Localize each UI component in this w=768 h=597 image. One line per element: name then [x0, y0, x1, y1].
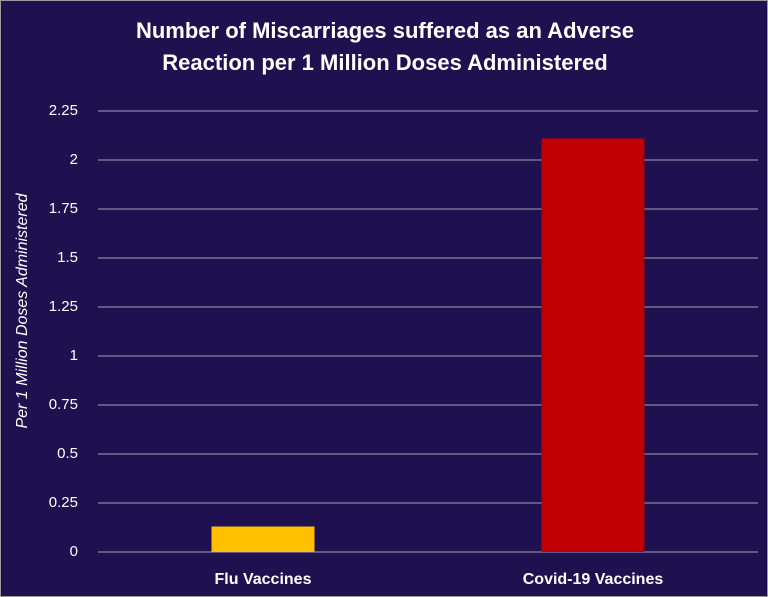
- y-tick-label: 1.25: [49, 298, 78, 315]
- y-tick-label: 2: [70, 151, 78, 168]
- x-tick-label: Covid-19 Vaccines: [523, 571, 664, 588]
- y-tick-label: 1.5: [57, 249, 78, 266]
- y-tick-label: 1: [70, 347, 78, 364]
- bar: [541, 138, 645, 552]
- x-tick-label: Flu Vaccines: [215, 571, 312, 588]
- y-axis-label: Per 1 Million Doses Administered: [14, 192, 31, 428]
- y-tick-label: 0.25: [49, 494, 78, 511]
- y-tick-label: 0.5: [57, 445, 78, 462]
- y-tick-label: 1.75: [49, 200, 78, 217]
- chart-title: Number of Miscarriages suffered as an Ad…: [135, 18, 635, 75]
- y-tick-label: 2.25: [49, 102, 78, 119]
- y-tick-label: 0: [70, 543, 78, 560]
- y-tick-label: 0.75: [49, 396, 78, 413]
- bar: [211, 526, 315, 552]
